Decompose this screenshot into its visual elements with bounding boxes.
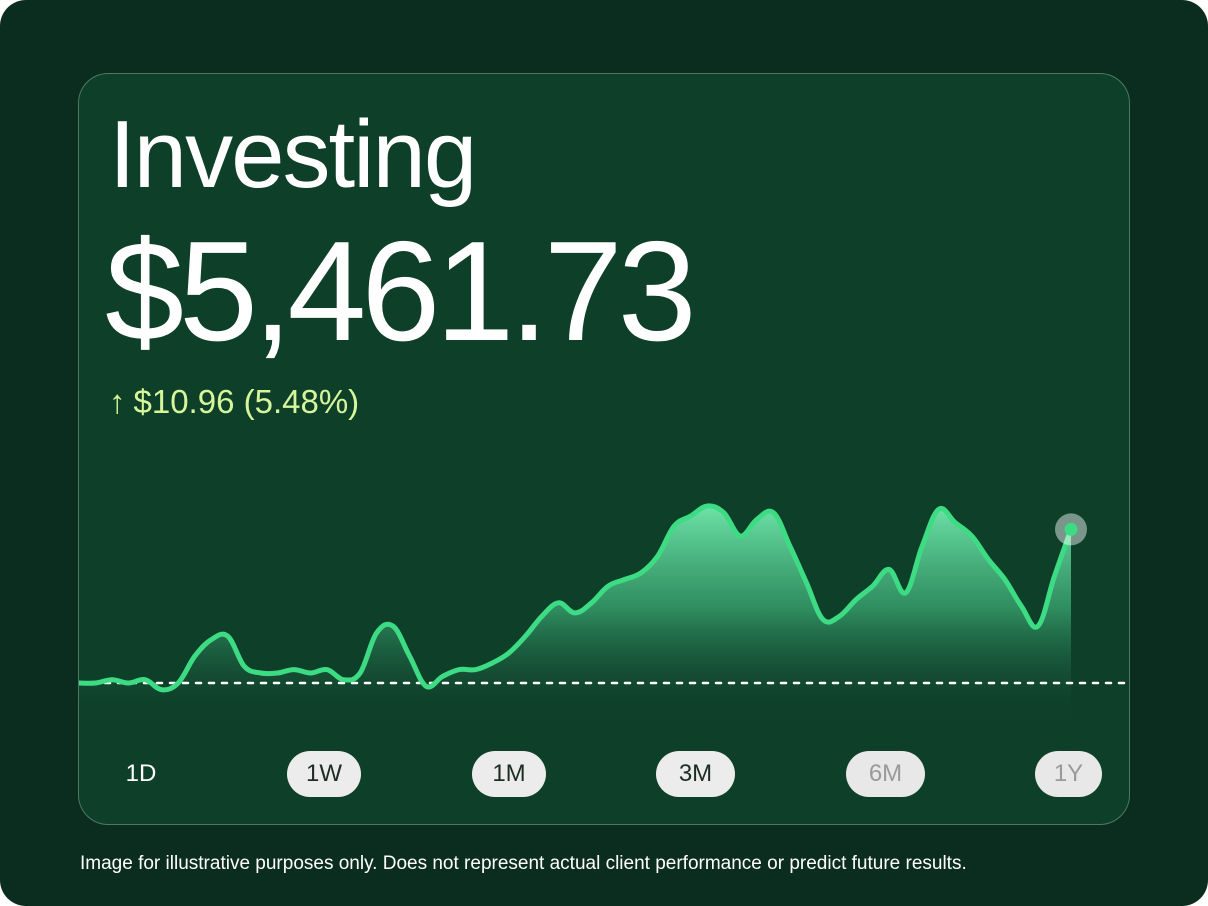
- chart-point: [788, 544, 792, 548]
- chart-point: [292, 668, 296, 672]
- chart-point: [904, 591, 908, 595]
- chart-point: [358, 671, 362, 675]
- chart-point: [242, 664, 246, 668]
- chart-point: [342, 678, 346, 682]
- change-indicator: ↑ $10.96 (5.48%): [109, 382, 359, 422]
- chart-point: [953, 521, 957, 525]
- chart-point: [970, 534, 974, 538]
- chart-point: [209, 638, 213, 642]
- chart-point: [623, 578, 627, 582]
- chart-point: [838, 614, 842, 618]
- chart-point: [689, 514, 693, 518]
- chart-point: [937, 507, 941, 511]
- chart-point: [887, 568, 891, 572]
- chart-point: [160, 688, 164, 692]
- range-button-1y[interactable]: 1Y: [1035, 751, 1102, 797]
- chart-point: [94, 681, 98, 685]
- chart-point: [540, 614, 544, 618]
- chart-point: [821, 618, 825, 622]
- chart-point: [309, 671, 313, 675]
- chart-point: [606, 584, 610, 588]
- chart-point: [474, 668, 478, 672]
- chart-series-line: [79, 503, 1074, 693]
- chart-point: [854, 598, 858, 602]
- chart-point: [1019, 604, 1023, 608]
- chart-point: [805, 581, 809, 585]
- chart-point: [1053, 574, 1057, 578]
- chart-point: [275, 671, 279, 675]
- chart-point: [672, 524, 676, 528]
- chart-point: [722, 511, 726, 515]
- chart-point: [391, 624, 395, 628]
- portfolio-balance: $5,461.73: [105, 212, 697, 371]
- range-button-6m[interactable]: 6M: [846, 751, 925, 797]
- chart-point: [226, 634, 230, 638]
- chart-point: [771, 511, 775, 515]
- chart-point: [573, 611, 577, 615]
- chart-point: [986, 557, 990, 561]
- chart-point: [1036, 624, 1040, 628]
- chart-point: [490, 661, 494, 665]
- chart-point: [325, 668, 329, 672]
- chart-point: [920, 544, 924, 548]
- chart-area-fill: [79, 505, 1071, 734]
- range-button-1d[interactable]: 1D: [125, 760, 157, 787]
- chart-point: [408, 654, 412, 658]
- range-button-1w[interactable]: 1W: [287, 751, 361, 797]
- chart-point: [259, 671, 263, 675]
- disclaimer-text: Image for illustrative purposes only. Do…: [80, 853, 967, 874]
- chart-point: [755, 517, 759, 521]
- chart-point: [557, 601, 561, 605]
- performance-chart: [79, 503, 1129, 734]
- chart-point: [738, 534, 742, 538]
- chart-point: [441, 674, 445, 678]
- card-title: Investing: [109, 101, 477, 208]
- investing-card: Investing $5,461.73 ↑ $10.96 (5.48%) 1D 1W…: [78, 73, 1130, 825]
- chart-point: [1003, 578, 1007, 582]
- chart-point: [110, 678, 114, 682]
- chart-point: [523, 634, 527, 638]
- chart-end-marker[interactable]: [1064, 522, 1078, 536]
- chart-point: [590, 601, 594, 605]
- range-button-1m[interactable]: 1M: [472, 751, 546, 797]
- chart-point: [143, 678, 147, 682]
- chart-point: [705, 504, 709, 508]
- chart-point: [375, 631, 379, 635]
- range-button-3m[interactable]: 3M: [656, 751, 735, 797]
- chart-point: [871, 584, 875, 588]
- range-selector: 1D 1W 1M 3M 6M 1Y: [79, 751, 1129, 797]
- chart-point: [127, 681, 131, 685]
- chart-point: [507, 651, 511, 655]
- chart-point: [424, 684, 428, 688]
- chart-point: [639, 571, 643, 575]
- chart-point: [193, 654, 197, 658]
- chart-point: [176, 681, 180, 685]
- arrow-up-icon: ↑: [109, 383, 126, 420]
- change-value: $10.96 (5.48%): [133, 383, 360, 420]
- chart-point: [457, 668, 461, 672]
- chart-point: [656, 554, 660, 558]
